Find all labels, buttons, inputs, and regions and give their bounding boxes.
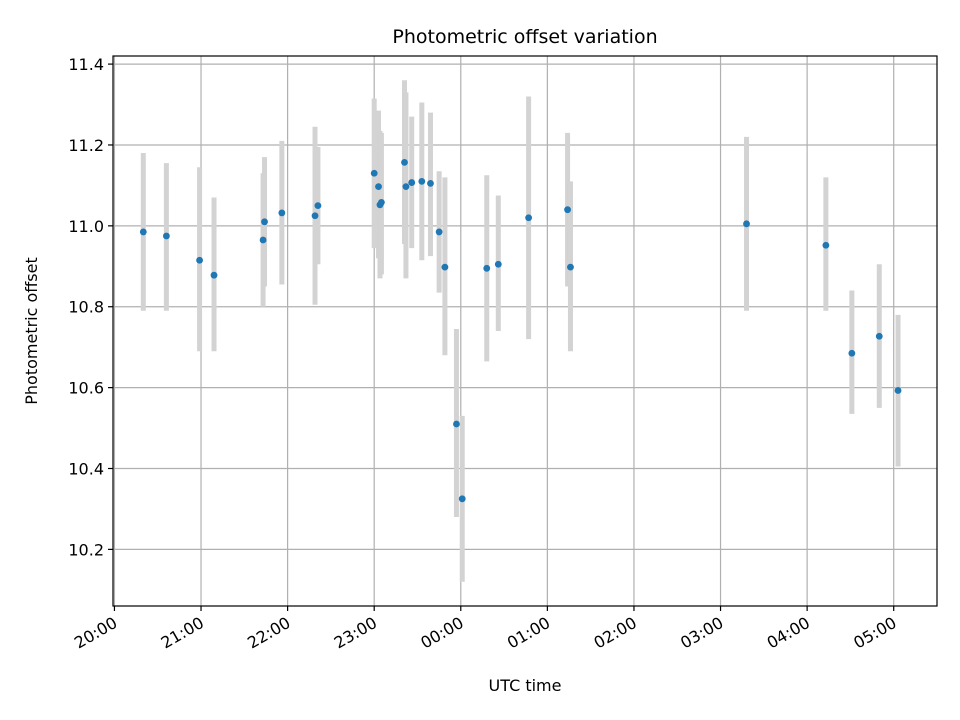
data-point — [259, 236, 267, 244]
data-point — [162, 232, 170, 240]
x-tick-label: 01:00 — [504, 613, 553, 653]
data-point — [435, 228, 443, 236]
data-point — [875, 332, 883, 340]
data-point — [483, 264, 491, 272]
y-tick-label: 10.2 — [68, 540, 104, 559]
data-point — [453, 420, 460, 428]
x-tick-label: 00:00 — [417, 613, 466, 653]
x-axis-ticks: 20:00 21:00 22:00 23:00 00:00 01:00 02:00 03:00… — [71, 606, 900, 653]
y-tick-label: 10.8 — [68, 298, 104, 317]
data-point — [402, 183, 410, 191]
data-point — [441, 263, 449, 271]
data-point — [311, 212, 319, 220]
data-point — [458, 495, 466, 503]
data-point — [822, 241, 830, 249]
grid — [113, 56, 937, 606]
y-axis-label: Photometric offset — [22, 257, 41, 405]
x-tick-label: 23:00 — [331, 613, 380, 653]
plot-frame — [112, 55, 938, 607]
data-point — [564, 206, 571, 214]
y-tick-label: 11.4 — [68, 55, 104, 74]
data-point — [378, 198, 385, 206]
data-point — [210, 271, 218, 279]
x-tick-label: 05:00 — [850, 613, 899, 653]
data-point — [408, 179, 416, 186]
x-tick-label: 03:00 — [677, 613, 726, 653]
data-point — [567, 263, 574, 271]
x-tick-label: 04:00 — [764, 613, 813, 653]
data-point — [525, 214, 533, 222]
data-point — [139, 228, 147, 236]
data-point — [370, 169, 378, 177]
data-point — [427, 179, 434, 187]
data-point — [375, 183, 382, 191]
data-point — [743, 220, 750, 228]
data-point — [494, 260, 502, 268]
y-tick-label: 11.0 — [68, 217, 104, 236]
data-point — [278, 209, 286, 217]
x-tick-label: 22:00 — [244, 613, 293, 653]
data-point — [848, 349, 856, 357]
x-tick-label: 20:00 — [71, 613, 120, 653]
data-point — [894, 387, 902, 394]
data-point — [261, 218, 268, 226]
data-point — [418, 177, 426, 185]
x-tick-label: 21:00 — [158, 613, 207, 653]
x-axis-label: UTC time — [489, 676, 562, 695]
x-tick-label: 02:00 — [591, 613, 640, 653]
error-bars — [140, 80, 901, 582]
y-axis-ticks: 10.2 10.4 10.6 10.8 11.0 11.2 11.4 — [68, 55, 113, 559]
y-tick-label: 10.6 — [68, 379, 104, 398]
data-point — [401, 158, 408, 166]
data-points — [139, 158, 902, 503]
data-point — [314, 202, 322, 210]
y-tick-label: 11.2 — [68, 136, 104, 155]
data-point — [196, 256, 203, 264]
chart-title: Photometric offset variation — [392, 26, 657, 48]
y-tick-label: 10.4 — [68, 460, 104, 479]
